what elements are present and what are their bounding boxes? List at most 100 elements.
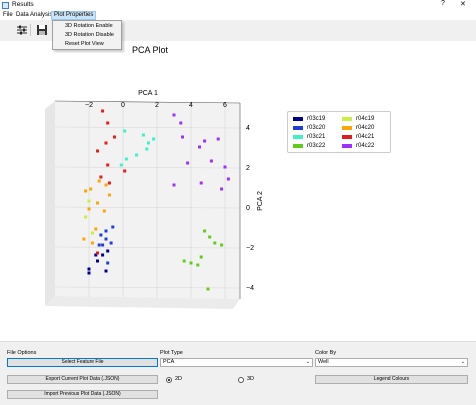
data-point-r04c22	[198, 145, 201, 149]
data-point-r04c21	[96, 251, 99, 255]
data-point-r03c22	[199, 255, 203, 259]
legend-colours-button[interactable]: Legend Colours	[315, 375, 468, 384]
y-tick-label: 0	[246, 205, 250, 212]
side-pane	[45, 101, 55, 306]
help-button[interactable]: ?	[441, 0, 445, 7]
radio-3d[interactable]	[238, 377, 244, 383]
menu-item-3d-rotation-enable[interactable]: 3D Rotation Enable	[65, 23, 113, 29]
radio-2d-label: 2D	[175, 376, 183, 382]
plot-title: PCA Plot	[131, 45, 169, 55]
data-point-r03c21	[152, 137, 156, 141]
save-icon[interactable]	[35, 23, 49, 37]
data-point-r03c22	[220, 243, 224, 247]
data-point-r04c21	[99, 175, 103, 179]
data-point-r04c22	[179, 121, 183, 125]
data-point-r03c22	[206, 287, 210, 291]
data-point-r04c19	[90, 231, 94, 235]
legend-swatch	[293, 126, 303, 130]
settings-sliders-icon[interactable]	[15, 23, 29, 37]
legend-label: r04c22	[356, 143, 375, 149]
app-icon	[2, 2, 9, 9]
data-point-r04c21	[96, 149, 99, 153]
menu-item-reset-plot-view[interactable]: Reset Plot View	[65, 41, 104, 47]
x-tick-label: 2	[155, 102, 159, 109]
y-tick-label: −2	[246, 245, 254, 252]
data-point-r04c20	[102, 209, 106, 213]
data-point-r03c20	[109, 241, 113, 245]
data-point-r04c20	[87, 207, 91, 211]
y-tick-label: 4	[246, 125, 250, 132]
data-point-r04c21	[101, 109, 105, 113]
chevron-down-icon: ⌄	[460, 359, 465, 365]
y-tick-label: 2	[246, 165, 250, 172]
color-by-select[interactable]: Well ⌄	[315, 358, 468, 367]
data-point-r03c19	[106, 249, 110, 253]
data-point-r04c19	[84, 215, 88, 219]
data-point-r03c21	[124, 157, 128, 161]
data-point-r04c22	[181, 135, 184, 139]
data-point-r03c21	[119, 163, 123, 167]
data-point-r04c20	[89, 187, 93, 191]
plot-type-value: PCA	[163, 359, 175, 365]
export-plot-data-button[interactable]: Export Current Plot Data (.JSON)	[7, 375, 158, 384]
plot-type-select[interactable]: PCA ⌄	[160, 358, 313, 367]
scatter-points	[82, 109, 230, 291]
data-point-r04c20	[96, 201, 99, 205]
data-point-r03c20	[111, 225, 115, 229]
data-point-r03c19	[96, 259, 99, 263]
y-axis-label: PCA 2	[257, 191, 264, 211]
x-tick-label: 6	[223, 102, 227, 109]
data-point-r04c21	[107, 181, 111, 185]
data-point-r03c20	[106, 261, 110, 265]
floor-pane	[45, 296, 240, 309]
menu-plot-properties[interactable]: Plot Properties	[51, 11, 97, 20]
legend-label: r03c21	[307, 134, 326, 140]
data-point-r03c22	[203, 229, 207, 233]
data-point-r04c22	[220, 187, 224, 191]
data-point-r03c20	[97, 243, 101, 247]
radio-2d[interactable]	[166, 377, 172, 383]
data-point-r03c19	[101, 253, 105, 257]
plot-area[interactable]: PCA Plot −2 0 2 4 6 PCA 1 4 2	[0, 41, 476, 341]
select-feature-file-button[interactable]: Select Feature File	[7, 358, 158, 367]
data-point-r04c22	[209, 159, 213, 163]
data-point-r04c22	[172, 113, 176, 117]
data-point-r03c19	[87, 267, 91, 271]
menu-data-analysis[interactable]: Data Analysis	[16, 12, 53, 18]
legend-label: r03c19	[307, 116, 326, 122]
import-plot-data-button[interactable]: Import Previous Plot Data (.JSON)	[7, 390, 158, 399]
radio-3d-label: 3D	[247, 376, 255, 382]
data-point-r03c20	[99, 233, 103, 237]
data-point-r04c22	[226, 177, 230, 181]
pca-3d-axes[interactable]: −2 0 2 4 6 PCA 1 4 2 0 −2 −4 PCA 2	[0, 41, 476, 341]
legend-swatch	[293, 135, 303, 139]
controls-panel: File Options Select Feature File Export …	[0, 341, 476, 405]
legend-swatch	[342, 135, 352, 139]
x-tick-label: 0	[121, 102, 125, 109]
legend-swatch	[342, 126, 352, 130]
menu-file[interactable]: File	[3, 12, 13, 18]
data-point-r03c22	[208, 235, 212, 239]
data-point-r04c21	[106, 121, 110, 125]
data-point-r04c22	[216, 137, 220, 141]
data-point-r04c21	[113, 135, 116, 139]
legend-label: r03c22	[307, 143, 326, 149]
title-bar: Results ? ✕	[0, 0, 476, 11]
back-pane	[55, 101, 240, 299]
data-point-r04c20	[94, 227, 98, 231]
data-point-r04c20	[82, 237, 86, 241]
close-button[interactable]: ✕	[460, 1, 466, 8]
menu-bar: File Data Analysis Plot Properties	[0, 11, 476, 20]
data-point-r04c20	[107, 193, 111, 197]
legend: r03c19 r04c19 r03c20 r04c20 r03c21 r04c2…	[287, 111, 391, 153]
menu-item-3d-rotation-disable[interactable]: 3D Rotation Disable	[65, 32, 114, 38]
data-point-r04c21	[106, 163, 110, 167]
data-point-r04c20	[104, 183, 108, 187]
x-tick-label: 4	[189, 102, 193, 109]
data-point-r04c22	[203, 139, 207, 143]
legend-label: r04c20	[356, 125, 375, 131]
data-point-r03c21	[147, 141, 150, 145]
data-point-r03c19	[87, 271, 91, 275]
color-by-label: Color By	[315, 350, 337, 356]
data-point-r04c22	[172, 183, 176, 187]
